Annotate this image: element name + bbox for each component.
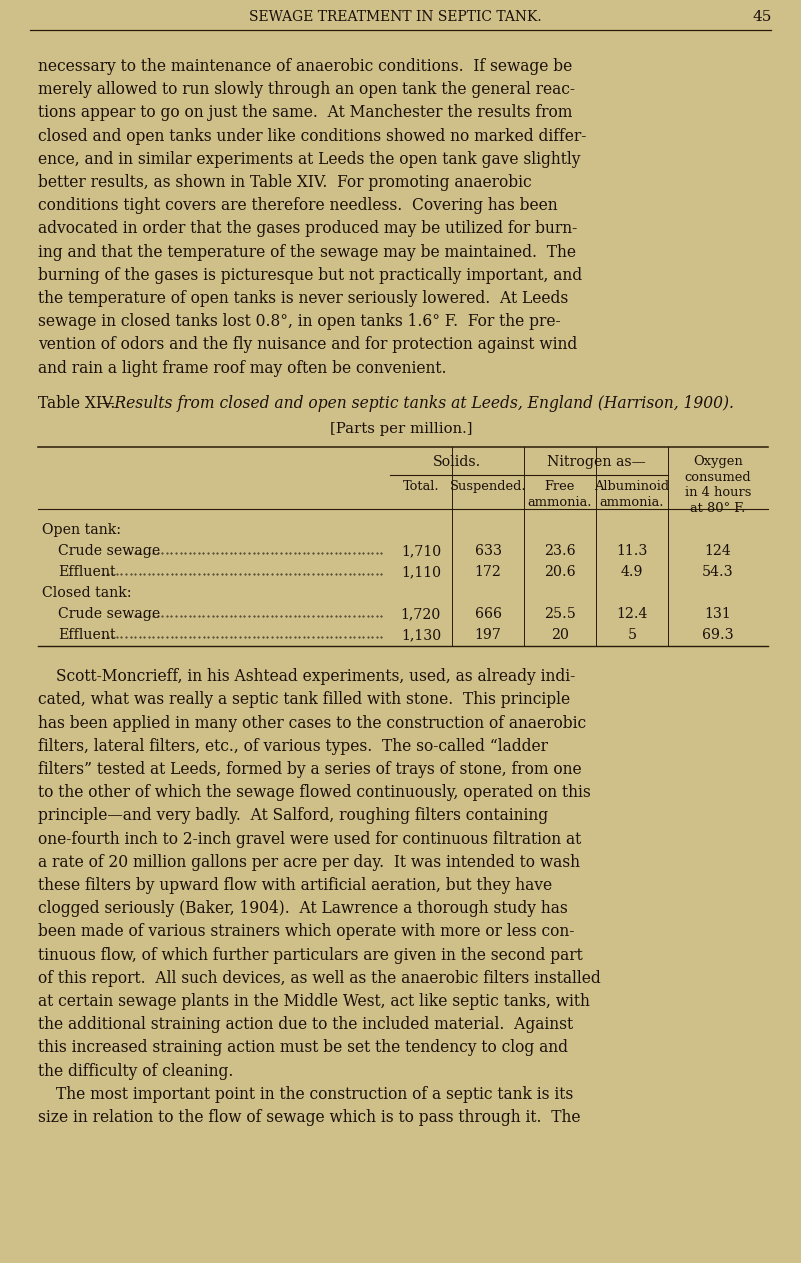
Text: and rain a light frame roof may often be convenient.: and rain a light frame roof may often be… <box>38 360 446 376</box>
Text: filters, lateral filters, etc., of various types.  The so-called “ladder: filters, lateral filters, etc., of vario… <box>38 738 548 755</box>
Text: Scott-Moncrieff, in his Ashtead experiments, used, as already indi-: Scott-Moncrieff, in his Ashtead experime… <box>56 668 575 686</box>
Text: Crude sewage: Crude sewage <box>58 544 160 558</box>
Text: 1,720: 1,720 <box>400 608 441 621</box>
Text: 172: 172 <box>474 566 501 580</box>
Text: these filters by upward flow with artificial aeration, but they have: these filters by upward flow with artifi… <box>38 877 552 894</box>
Text: Suspended.: Suspended. <box>449 480 526 493</box>
Text: of this report.  All such devices, as well as the anaerobic filters installed: of this report. All such devices, as wel… <box>38 970 601 986</box>
Text: [Parts per million.]: [Parts per million.] <box>330 422 473 436</box>
Text: Albuminoid
ammonia.: Albuminoid ammonia. <box>594 480 670 509</box>
Text: 69.3: 69.3 <box>702 628 734 642</box>
Text: necessary to the maintenance of anaerobic conditions.  If sewage be: necessary to the maintenance of anaerobi… <box>38 58 572 75</box>
Text: been made of various strainers which operate with more or less con-: been made of various strainers which ope… <box>38 923 574 941</box>
Text: 1,110: 1,110 <box>401 566 441 580</box>
Text: closed and open tanks under like conditions showed no marked differ-: closed and open tanks under like conditi… <box>38 128 586 144</box>
Text: the difficulty of cleaning.: the difficulty of cleaning. <box>38 1062 233 1080</box>
Text: 12.4: 12.4 <box>616 608 648 621</box>
Text: principle—and very badly.  At Salford, roughing filters containing: principle—and very badly. At Salford, ro… <box>38 807 548 825</box>
Text: clogged seriously (Baker, 1904).  At Lawrence a thorough study has: clogged seriously (Baker, 1904). At Lawr… <box>38 901 568 917</box>
Text: Solids.: Solids. <box>433 455 481 469</box>
Text: 20: 20 <box>551 628 569 642</box>
Text: 23.6: 23.6 <box>544 544 576 558</box>
Text: tions appear to go on just the same.  At Manchester the results from: tions appear to go on just the same. At … <box>38 105 573 121</box>
Text: 20.6: 20.6 <box>544 566 576 580</box>
Text: —Results from closed and open septic tanks at Leeds, England (Harrison, 1900).: —Results from closed and open septic tan… <box>99 395 734 412</box>
Text: Oxygen
consumed
in 4 hours
at 80° F.: Oxygen consumed in 4 hours at 80° F. <box>685 455 751 515</box>
Text: ing and that the temperature of the sewage may be maintained.  The: ing and that the temperature of the sewa… <box>38 244 576 260</box>
Text: 1,130: 1,130 <box>400 628 441 642</box>
Text: Closed tank:: Closed tank: <box>42 586 131 600</box>
Text: Effluent: Effluent <box>58 566 115 580</box>
Text: conditions tight covers are therefore needless.  Covering has been: conditions tight covers are therefore ne… <box>38 197 557 215</box>
Text: ence, and in similar experiments at Leeds the open tank gave slightly: ence, and in similar experiments at Leed… <box>38 150 581 168</box>
Text: size in relation to the flow of sewage which is to pass through it.  The: size in relation to the flow of sewage w… <box>38 1109 581 1127</box>
Text: merely allowed to run slowly through an open tank the general reac-: merely allowed to run slowly through an … <box>38 81 575 99</box>
Text: 633: 633 <box>474 544 501 558</box>
Text: 1,710: 1,710 <box>400 544 441 558</box>
Text: 197: 197 <box>474 628 501 642</box>
Text: one-fourth inch to 2-inch gravel were used for continuous filtration at: one-fourth inch to 2-inch gravel were us… <box>38 831 582 847</box>
Text: the additional straining action due to the included material.  Against: the additional straining action due to t… <box>38 1017 574 1033</box>
Text: 45: 45 <box>752 10 771 24</box>
Text: tinuous flow, of which further particulars are given in the second part: tinuous flow, of which further particula… <box>38 946 583 964</box>
Text: cated, what was really a septic tank filled with stone.  This principle: cated, what was really a septic tank fil… <box>38 691 570 709</box>
Text: vention of odors and the fly nuisance and for protection against wind: vention of odors and the fly nuisance an… <box>38 336 578 354</box>
Text: at certain sewage plants in the Middle West, act like septic tanks, with: at certain sewage plants in the Middle W… <box>38 993 590 1010</box>
Text: 124: 124 <box>705 544 731 558</box>
Text: 11.3: 11.3 <box>616 544 648 558</box>
Text: Table XIV.: Table XIV. <box>38 395 115 412</box>
Text: 666: 666 <box>474 608 501 621</box>
Text: a rate of 20 million gallons per acre per day.  It was intended to wash: a rate of 20 million gallons per acre pe… <box>38 854 580 870</box>
Text: Nitrogen as—: Nitrogen as— <box>546 455 646 469</box>
Text: 5: 5 <box>627 628 637 642</box>
Text: 25.5: 25.5 <box>544 608 576 621</box>
Text: SEWAGE TREATMENT IN SEPTIC TANK.: SEWAGE TREATMENT IN SEPTIC TANK. <box>248 10 541 24</box>
Text: advocated in order that the gases produced may be utilized for burn-: advocated in order that the gases produc… <box>38 221 578 237</box>
Text: has been applied in many other cases to the construction of anaerobic: has been applied in many other cases to … <box>38 715 586 731</box>
Text: to the other of which the sewage flowed continuously, operated on this: to the other of which the sewage flowed … <box>38 784 591 801</box>
Text: 4.9: 4.9 <box>621 566 643 580</box>
Text: filters” tested at Leeds, formed by a series of trays of stone, from one: filters” tested at Leeds, formed by a se… <box>38 762 582 778</box>
Text: burning of the gases is picturesque but not practically important, and: burning of the gases is picturesque but … <box>38 266 582 284</box>
Text: this increased straining action must be set the tendency to clog and: this increased straining action must be … <box>38 1039 568 1056</box>
Text: the temperature of open tanks is never seriously lowered.  At Leeds: the temperature of open tanks is never s… <box>38 290 568 307</box>
Text: Total.: Total. <box>403 480 439 493</box>
Text: Open tank:: Open tank: <box>42 523 121 537</box>
Text: Effluent: Effluent <box>58 628 115 642</box>
Text: better results, as shown in Table XIV.  For promoting anaerobic: better results, as shown in Table XIV. F… <box>38 174 532 191</box>
Text: The most important point in the construction of a septic tank is its: The most important point in the construc… <box>56 1086 574 1103</box>
Text: Crude sewage: Crude sewage <box>58 608 160 621</box>
Text: sewage in closed tanks lost 0.8°, in open tanks 1.6° F.  For the pre-: sewage in closed tanks lost 0.8°, in ope… <box>38 313 561 330</box>
Text: Free
ammonia.: Free ammonia. <box>528 480 592 509</box>
Text: 131: 131 <box>705 608 731 621</box>
Text: 54.3: 54.3 <box>702 566 734 580</box>
